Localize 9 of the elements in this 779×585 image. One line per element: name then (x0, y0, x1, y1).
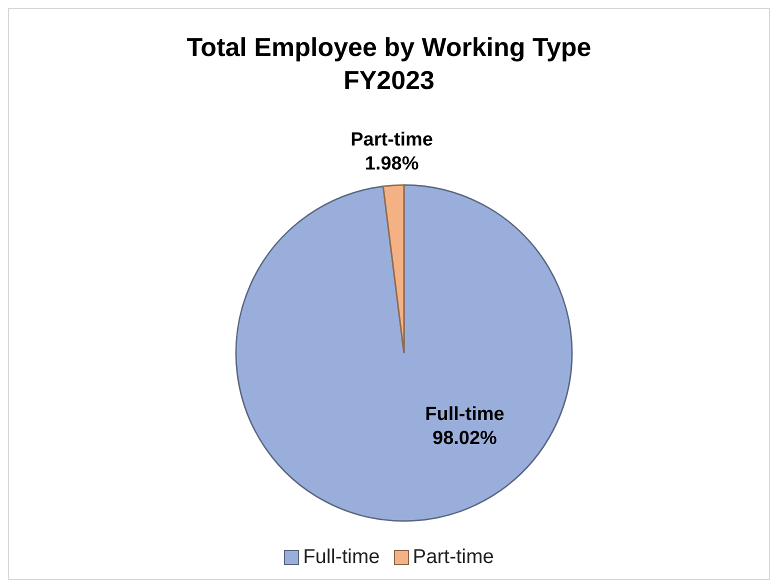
pie-slice (382, 184, 405, 354)
pie-slice (235, 184, 573, 522)
slice-label: Part-time (350, 129, 433, 150)
legend-label: Part-time (412, 546, 494, 569)
data-label: 98.02% (432, 428, 498, 450)
slice-label: Full-time (425, 404, 504, 426)
chart-title: Total Employee by Working Type FY2023 (186, 31, 592, 97)
data-label: 1.98% (364, 153, 419, 174)
legend-label: Full-time (303, 546, 380, 569)
